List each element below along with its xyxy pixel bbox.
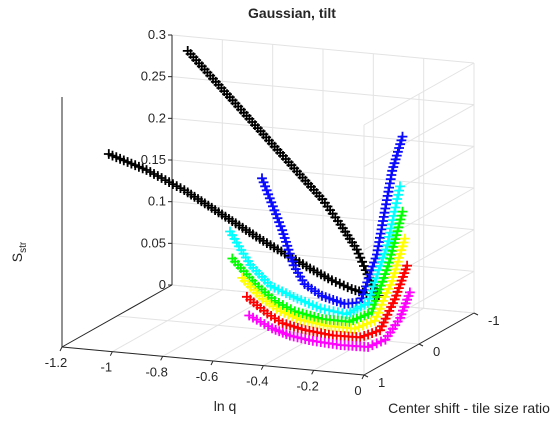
y-tick-label: 1 <box>378 375 385 390</box>
z-tick-label: 0.3 <box>148 27 166 42</box>
x-tick-label: 0 <box>354 383 361 398</box>
series-2-markers <box>257 131 408 309</box>
x-tick-labels: -1.2 -1 -0.8 -0.6 -0.4 -0.2 0 <box>45 355 362 398</box>
x-tick-label: -0.8 <box>145 364 167 379</box>
x-tick-mark <box>311 370 315 375</box>
x-tick-label: -0.2 <box>296 378 318 393</box>
x-tick-mark <box>160 356 164 361</box>
y-axis-label: Center shift - tile size ratio <box>388 400 550 416</box>
z-tick-label: 0.15 <box>141 152 166 167</box>
grid-line-back-wall <box>171 284 475 314</box>
grid-line-side-wall <box>363 62 475 126</box>
series-1 <box>182 46 384 301</box>
chart-title: Gaussian, tilt <box>248 5 336 21</box>
z-axis-label-subscript: str <box>18 241 29 253</box>
series-0-markers <box>103 149 384 301</box>
x-tick-mark <box>59 346 63 352</box>
z-axis-label: Sstr <box>9 241 29 262</box>
grid-line-side-wall <box>363 145 475 209</box>
y-tick-labels: 1 0 -1 <box>378 313 500 390</box>
series-5-markers <box>237 233 410 334</box>
grid-line-side-wall <box>363 187 475 251</box>
grid-line-back-wall <box>171 76 475 106</box>
series-7 <box>244 287 415 352</box>
grid-line-back-wall <box>171 117 475 147</box>
series-2 <box>257 131 408 309</box>
grid-line-back-wall <box>171 159 475 189</box>
y-tick-mark <box>363 374 369 378</box>
grid-line-back-wall <box>171 34 475 64</box>
series-6 <box>242 260 412 343</box>
grid-line-back-wall <box>171 201 475 231</box>
series-group <box>103 46 415 352</box>
x-tick-mark <box>361 374 365 380</box>
y-tick-label: 0 <box>433 344 440 359</box>
z-tick-labels: 0 0.05 0.1 0.15 0.2 0.25 0.3 <box>141 27 166 292</box>
z-tick-label: 0.2 <box>148 110 166 125</box>
x-tick-label: -1.2 <box>45 355 67 370</box>
z-axis-label-main: S <box>9 253 25 262</box>
grid-line-side-wall <box>363 104 475 168</box>
axis-edge <box>61 284 173 348</box>
series-4-markers <box>227 206 408 327</box>
y-tick-label: -1 <box>488 313 500 328</box>
x-axis-label: ln q <box>214 398 237 414</box>
x-tick-label: -0.6 <box>196 369 218 384</box>
series-6-markers <box>242 260 412 343</box>
x-tick-label: -0.4 <box>246 374 268 389</box>
x-tick-label: -1 <box>101 360 113 375</box>
series-3-markers <box>225 181 405 320</box>
z-tick-label: 0 <box>159 277 166 292</box>
z-tick-label: 0.05 <box>141 235 166 250</box>
x-tick-mark <box>210 360 214 366</box>
x-tick-mark <box>109 351 113 356</box>
grid-line-back-wall <box>171 242 475 272</box>
z-tick-label: 0.1 <box>148 194 166 209</box>
x-tick-mark <box>260 365 264 370</box>
series-3 <box>225 181 405 320</box>
series-7-markers <box>244 287 415 352</box>
series-0 <box>103 149 384 301</box>
axes-box <box>59 34 479 380</box>
series-1-markers <box>182 46 384 301</box>
y-tick-mark <box>418 343 424 347</box>
series-5 <box>237 233 410 334</box>
z-tick-label: 0.25 <box>141 69 166 84</box>
y-tick-mark <box>473 312 479 316</box>
series-4 <box>227 206 408 327</box>
